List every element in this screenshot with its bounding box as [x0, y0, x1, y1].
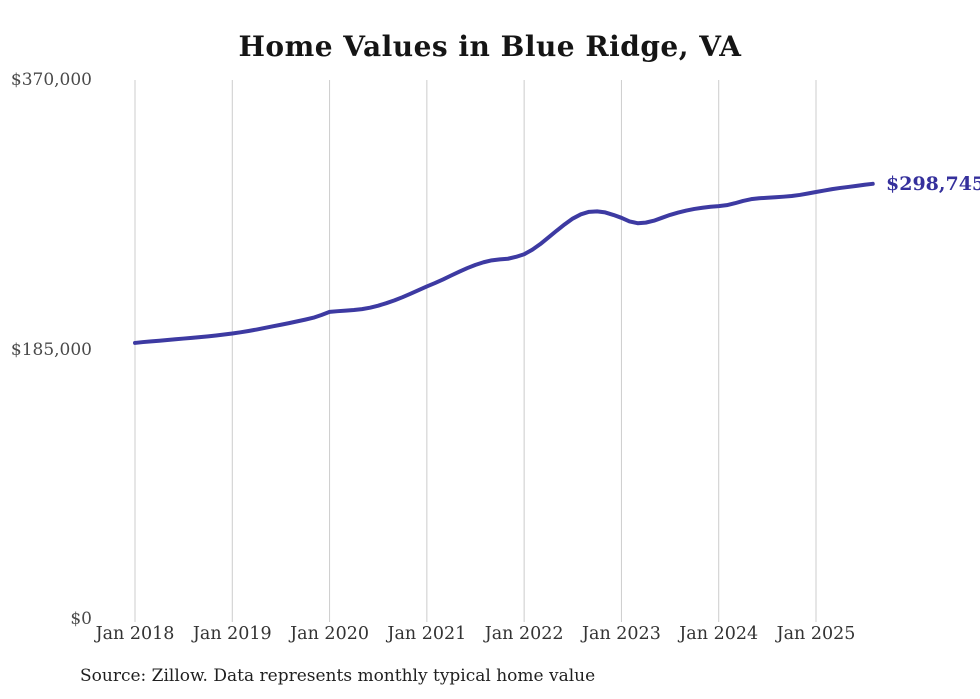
end-value-label: $298,745	[886, 172, 980, 195]
x-tick-label: Jan 2024	[679, 624, 759, 644]
source-note: Source: Zillow. Data represents monthly …	[80, 666, 596, 686]
x-tick-label: Jan 2021	[387, 624, 467, 644]
y-tick-label: $0	[70, 609, 92, 629]
x-tick-label: Jan 2025	[776, 624, 856, 644]
x-tick-label: Jan 2018	[95, 624, 175, 644]
y-tick-label: $185,000	[10, 339, 92, 360]
value-line	[133, 181, 875, 345]
x-tick-label: Jan 2020	[290, 624, 369, 644]
chart-title: Home Values in Blue Ridge, VA	[238, 30, 742, 63]
x-tick-label: Jan 2022	[484, 624, 564, 644]
y-tick-label: $370,000	[10, 70, 92, 90]
x-tick-label: Jan 2023	[582, 624, 661, 644]
x-tick-label: Jan 2019	[192, 624, 272, 644]
